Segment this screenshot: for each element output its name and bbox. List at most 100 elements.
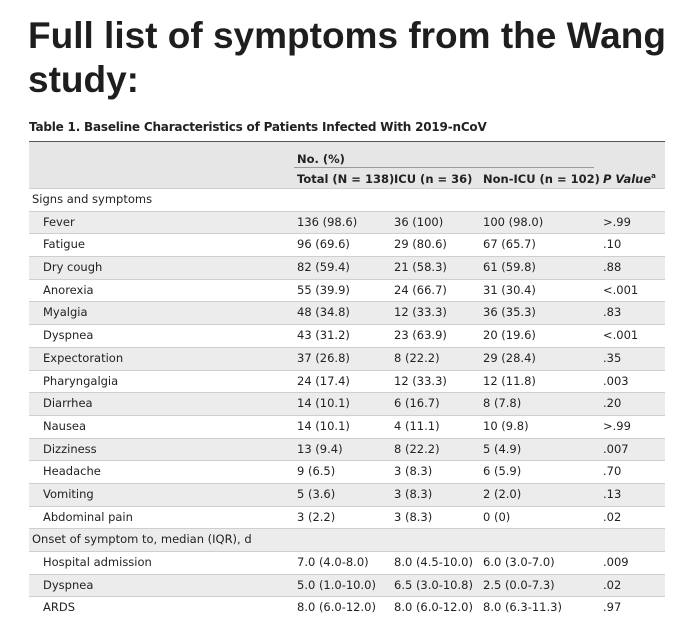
cell-p-value: <.001 xyxy=(603,328,639,343)
cell-p-value: .20 xyxy=(603,396,622,411)
section-title: Onset of symptom to, median (IQR), d xyxy=(32,532,252,547)
row-label: Diarrhea xyxy=(43,396,93,411)
row-label: ARDS xyxy=(43,600,76,615)
row-label: Dyspnea xyxy=(43,577,94,592)
cell-non-icu: 29 (28.4) xyxy=(483,350,536,365)
cell-non-icu: 0 (0) xyxy=(483,509,511,524)
cell-p-value: .88 xyxy=(603,260,622,275)
row-label: Anorexia xyxy=(43,282,94,297)
cell-p-value: <.001 xyxy=(603,282,639,297)
row-label: Fever xyxy=(43,214,75,229)
cell-non-icu: 67 (65.7) xyxy=(483,237,536,252)
cell-non-icu: 8.0 (6.3-11.3) xyxy=(483,600,562,615)
cell-non-icu: 8 (7.8) xyxy=(483,396,522,411)
cell-non-icu: 31 (30.4) xyxy=(483,282,536,297)
table-row: Myalgia 48 (34.8) 12 (33.3) 36 (35.3) .83 xyxy=(29,301,665,325)
cell-icu: 3 (8.3) xyxy=(394,509,433,524)
table-row: Expectoration 37 (26.8) 8 (22.2) 29 (28.4).… xyxy=(29,346,665,370)
cell-non-icu: 36 (35.3) xyxy=(483,305,536,320)
cell-icu: 8.0 (6.0-12.0) xyxy=(394,600,473,615)
cell-p-value: .007 xyxy=(603,441,629,456)
baseline-characteristics-table: No. (%) Total (N = 138) ICU (n = 36) Non… xyxy=(29,141,665,619)
cell-p-value: .35 xyxy=(603,350,622,365)
table-row: Dyspnea 43 (31.2) 23 (63.9) 20 (19.6) <.001 xyxy=(29,324,665,347)
cell-icu: 8.0 (4.5-10.0) xyxy=(394,555,473,569)
cell-non-icu: 20 (19.6) xyxy=(483,328,536,343)
cell-icu: 21 (58.3) xyxy=(394,260,447,275)
cell-icu: 29 (80.6) xyxy=(394,237,447,252)
cell-icu: 4 (11.1) xyxy=(394,418,440,433)
row-label: Abdominal pain xyxy=(43,509,133,524)
table-row: Abdominal pain 3 (2.2) 3 (8.3) 0 (0) .02 xyxy=(29,505,665,529)
table-header: No. (%) Total (N = 138) ICU (n = 36) Non… xyxy=(29,142,665,188)
table-row: ARDS 8.0 (6.0-12.0) 8.0 (6.0-12.0) 8.0 (6.3… xyxy=(29,596,665,619)
table-row: Pharyngalgia 24 (17.4) 12 (33.3) 12 (11.8).… xyxy=(29,369,665,393)
cell-total: 37 (26.8) xyxy=(297,350,350,365)
cell-total: 7.0 (4.0-8.0) xyxy=(297,555,369,569)
row-label: Myalgia xyxy=(43,305,88,320)
table-row: Fatigue 96 (69.6) 29 (80.6) 67 (65.7) .10 xyxy=(29,233,665,256)
cell-non-icu: 12 (11.8) xyxy=(483,373,536,388)
table-row: Vomiting 5 (3.6) 3 (8.3) 2 (2.0) .13 xyxy=(29,482,665,506)
cell-p-value: .13 xyxy=(603,486,622,501)
cell-non-icu: 6 (5.9) xyxy=(483,464,522,479)
table-row: Diarrhea 14 (10.1) 6 (16.7) 8 (7.8) .20 xyxy=(29,392,665,415)
table-row: Dry cough 82 (59.4) 21 (58.3) 61 (59.8) .88 xyxy=(29,256,665,279)
cell-non-icu: 100 (98.0) xyxy=(483,214,544,229)
cell-total: 48 (34.8) xyxy=(297,305,350,320)
cell-total: 82 (59.4) xyxy=(297,260,350,275)
cell-icu: 23 (63.9) xyxy=(394,328,447,343)
cell-non-icu: 61 (59.8) xyxy=(483,260,536,275)
cell-p-value: >.99 xyxy=(603,418,631,433)
cell-icu: 3 (8.3) xyxy=(394,486,433,501)
cell-total: 136 (98.6) xyxy=(297,214,358,229)
table-row: Fever 136 (98.6) 36 (100) 100 (98.0) >.99 xyxy=(29,210,665,234)
section-title: Signs and symptoms xyxy=(32,192,153,206)
cell-non-icu: 6.0 (3.0-7.0) xyxy=(483,555,555,569)
column-header-non-icu: Non-ICU (n = 102) xyxy=(483,172,600,186)
cell-icu: 8 (22.2) xyxy=(394,350,440,365)
cell-total: 14 (10.1) xyxy=(297,396,350,411)
table-row: Dizziness 13 (9.4) 8 (22.2) 5 (4.9) .007 xyxy=(29,437,665,461)
cell-icu: 12 (33.3) xyxy=(394,373,447,388)
table-caption: Table 1. Baseline Characteristics of Pat… xyxy=(29,120,487,134)
cell-total: 8.0 (6.0-12.0) xyxy=(297,600,376,615)
cell-total: 9 (6.5) xyxy=(297,464,336,479)
p-value-label: P Value xyxy=(603,172,652,186)
table-body: Signs and symptoms Fever 136 (98.6) 36 (100… xyxy=(29,188,665,619)
cell-p-value: .10 xyxy=(603,237,622,252)
column-header-total: Total (N = 138) xyxy=(297,172,395,186)
cell-total: 24 (17.4) xyxy=(297,373,350,388)
cell-icu: 24 (66.7) xyxy=(394,282,447,297)
cell-p-value: .97 xyxy=(603,600,622,615)
row-label: Fatigue xyxy=(43,237,85,252)
cell-icu: 36 (100) xyxy=(394,214,444,229)
cell-total: 55 (39.9) xyxy=(297,282,350,297)
cell-total: 96 (69.6) xyxy=(297,237,350,252)
table-row: Nausea 14 (10.1) 4 (11.1) 10 (9.8) >.99 xyxy=(29,414,665,438)
cell-total: 13 (9.4) xyxy=(297,441,343,456)
cell-non-icu: 2 (2.0) xyxy=(483,486,522,501)
section-row: Signs and symptoms xyxy=(29,188,665,211)
row-label: Vomiting xyxy=(43,486,94,501)
row-label: Dyspnea xyxy=(43,328,94,343)
cell-p-value: .02 xyxy=(603,577,622,592)
cell-p-value: .009 xyxy=(603,555,629,569)
cell-p-value: .003 xyxy=(603,373,629,388)
cell-total: 3 (2.2) xyxy=(297,509,336,524)
cell-non-icu: 10 (9.8) xyxy=(483,418,529,433)
cell-total: 5 (3.6) xyxy=(297,486,336,501)
cell-icu: 6.5 (3.0-10.8) xyxy=(394,577,473,592)
cell-total: 14 (10.1) xyxy=(297,418,350,433)
row-label: Dizziness xyxy=(43,441,97,456)
column-header-p-value: P Valuea xyxy=(603,172,656,186)
cell-p-value: .02 xyxy=(603,509,622,524)
table-row: Headache 9 (6.5) 3 (8.3) 6 (5.9) .70 xyxy=(29,460,665,483)
cell-total: 43 (31.2) xyxy=(297,328,350,343)
cell-p-value: .70 xyxy=(603,464,622,479)
table-row: Dyspnea 5.0 (1.0-10.0) 6.5 (3.0-10.8) 2.5 (… xyxy=(29,573,665,597)
row-label: Dry cough xyxy=(43,260,103,275)
cell-total: 5.0 (1.0-10.0) xyxy=(297,577,376,592)
cell-icu: 8 (22.2) xyxy=(394,441,440,456)
table-row: Hospital admission 7.0 (4.0-8.0) 8.0 (4.5-… xyxy=(29,551,665,574)
